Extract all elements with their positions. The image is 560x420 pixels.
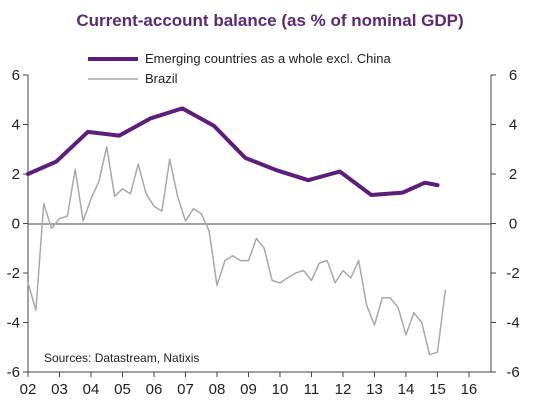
y-ticks-right: 6 4 2 0 -2 -4 -6 xyxy=(491,67,520,381)
x-tick-label: 03 xyxy=(51,381,68,398)
x-tick-label: 07 xyxy=(177,381,194,398)
x-ticks: 02 03 04 05 06 07 08 09 10 11 12 13 14 15 16 xyxy=(20,372,478,398)
y-tick-label-right: 0 xyxy=(509,216,517,233)
x-tick-label: 05 xyxy=(114,381,131,398)
y-tick-label-left: 0 xyxy=(12,216,20,233)
y-tick-label-left: 4 xyxy=(12,117,20,134)
y-tick-label-left: -6 xyxy=(7,364,20,381)
legend-label-emerging: Emerging countries as a whole excl. Chin… xyxy=(145,51,391,66)
legend-label-brazil: Brazil xyxy=(145,71,178,86)
x-tick-label: 08 xyxy=(209,381,226,398)
x-tick-label: 11 xyxy=(304,381,320,398)
y-tick-label-left: -2 xyxy=(7,265,20,282)
x-tick-label: 06 xyxy=(146,381,163,398)
legend: Emerging countries as a whole excl. Chin… xyxy=(88,51,391,86)
x-tick-label: 09 xyxy=(240,381,257,398)
y-tick-label-right: 2 xyxy=(509,166,517,183)
x-tick-label: 10 xyxy=(272,381,289,398)
x-tick-label: 13 xyxy=(366,381,383,398)
x-tick-label: 02 xyxy=(20,381,37,398)
x-tick-label: 15 xyxy=(429,381,446,398)
source-note: Sources: Datastream, Natixis xyxy=(44,351,199,365)
y-tick-label-right: -6 xyxy=(506,364,519,381)
series-line-emerging xyxy=(26,106,440,197)
chart-title: Current-account balance (as % of nominal… xyxy=(76,11,463,30)
series-line-brazil xyxy=(27,146,447,356)
x-tick-label: 04 xyxy=(83,381,100,398)
x-tick-label: 12 xyxy=(335,381,352,398)
series-layer xyxy=(26,106,447,356)
y-tick-label-left: -4 xyxy=(7,315,20,332)
y-tick-label-right: -2 xyxy=(506,265,519,282)
plot-frame xyxy=(27,75,492,373)
y-ticks-left: 6 4 2 0 -2 -4 -6 xyxy=(7,67,28,381)
y-tick-label-left: 2 xyxy=(12,166,20,183)
x-tick-label: 16 xyxy=(461,381,478,398)
y-tick-label-right: 4 xyxy=(509,117,517,134)
y-tick-label-left: 6 xyxy=(12,67,20,84)
x-tick-label: 14 xyxy=(398,381,415,398)
y-tick-label-right: 6 xyxy=(509,67,517,84)
y-tick-label-right: -4 xyxy=(506,315,519,332)
